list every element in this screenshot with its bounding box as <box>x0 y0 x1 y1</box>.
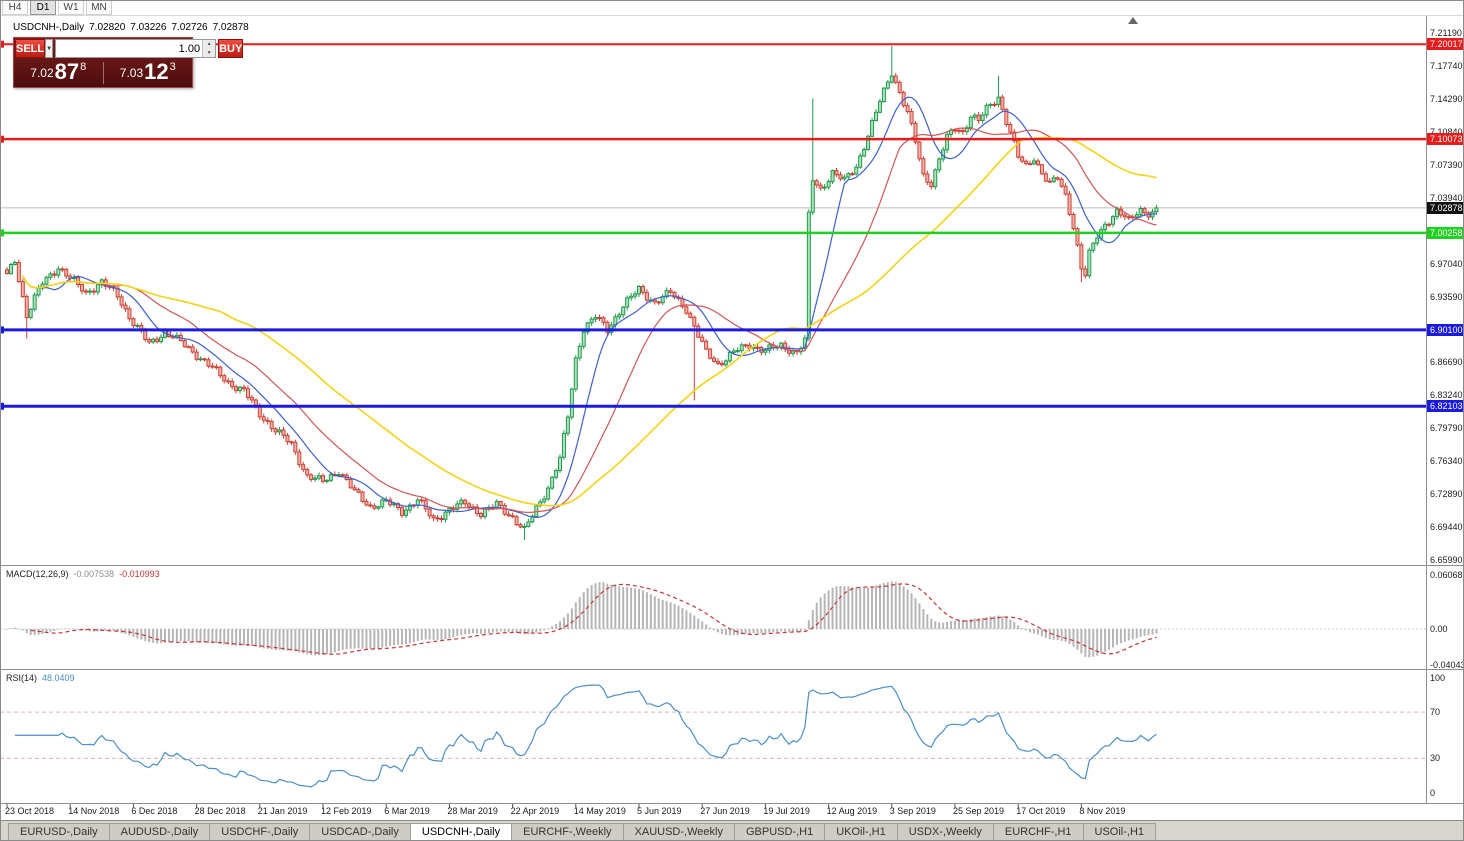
rsi-line <box>14 684 1157 788</box>
moving-average-55 <box>22 136 1157 507</box>
sell-button-label: SELL <box>16 42 45 55</box>
ask-prefix: 7.03 <box>119 66 144 80</box>
price-divider <box>102 62 104 84</box>
chart-tab-eurchf-h1[interactable]: EURCHF-,H1 <box>992 823 1084 841</box>
volume-down-button[interactable]: ▼ <box>203 48 216 57</box>
volume-input-wrap: ▲ ▼ <box>55 39 217 58</box>
resistance-line-1-edge-marker <box>0 40 4 48</box>
chart-tab-ukoil-h1[interactable]: UKOil-,H1 <box>824 823 898 841</box>
volume-dropdown-button[interactable]: ▼ <box>45 39 54 58</box>
bid-price: 7.02 87 8 <box>14 59 103 84</box>
timeframe-button-w1[interactable]: W1 <box>58 0 84 15</box>
chart-tab-xauusd-weekly[interactable]: XAUUSD-,Weekly <box>622 823 735 841</box>
chart-tab-eurusd-daily[interactable]: EURUSD-,Daily <box>8 823 110 841</box>
timeframe-button-mn[interactable]: MN <box>86 0 112 15</box>
chevron-down-icon: ▼ <box>46 45 53 52</box>
macd-signal-value: -0.010993 <box>119 569 160 579</box>
symbol-period-label: USDCNH-,Daily <box>13 22 85 33</box>
buy-button[interactable]: BUY <box>218 39 244 58</box>
timeframe-button-d1[interactable]: D1 <box>30 0 56 15</box>
chart-tab-audusd-daily[interactable]: AUDUSD-,Daily <box>108 823 211 841</box>
spin-down-icon: ▼ <box>206 49 212 56</box>
rsi-value: 48.0409 <box>42 673 75 683</box>
buy-button-label: BUY <box>219 42 243 55</box>
chart-tab-eurchf-weekly[interactable]: EURCHF-,Weekly <box>511 823 624 841</box>
macd-title: MACD(12,26,9) <box>6 569 69 579</box>
ask-price: 7.03 12 3 <box>104 59 193 84</box>
chart-tab-usdchf-daily[interactable]: USDCHF-,Daily <box>209 823 311 841</box>
chart-tab-usdcad-daily[interactable]: USDCAD-,Daily <box>309 823 411 841</box>
volume-up-button[interactable]: ▲ <box>203 40 216 49</box>
low-value: 7.02726 <box>171 22 208 33</box>
volume-input[interactable] <box>56 40 203 57</box>
macd-main-value: -0.007538 <box>73 569 115 579</box>
macd-indicator-label: MACD(12,26,9) -0.007538 -0.010993 <box>6 569 160 579</box>
moving-average-24 <box>22 127 1157 513</box>
moving-average-10 <box>22 96 1157 518</box>
chart-tab-usdcnh-daily[interactable]: USDCNH-,Daily <box>409 823 513 841</box>
timeframe-toolbar: H4 D1 W1 MN <box>0 0 1464 16</box>
bid-prefix: 7.02 <box>30 66 54 80</box>
candlestick-series <box>5 45 1159 541</box>
support-line-green-edge-marker <box>0 229 4 237</box>
support-line-blue-2-edge-marker <box>0 402 4 410</box>
spin-up-icon: ▲ <box>206 41 212 47</box>
macd-signal-line <box>30 583 1157 655</box>
one-click-trading-panel: SELL ▼ ▲ ▼ BUY 7.02 87 8 7.03 12 3 <box>13 37 244 88</box>
chart-tab-usoil-h1[interactable]: USOil-,H1 <box>1082 823 1157 841</box>
rsi-title: RSI(14) <box>6 673 38 683</box>
volume-spinner: ▲ ▼ <box>202 40 216 57</box>
sell-button[interactable]: SELL <box>15 39 46 58</box>
bid-main-digits: 87 <box>54 59 80 84</box>
bid-pip-digit: 8 <box>80 61 87 73</box>
macd-histogram <box>6 581 1158 658</box>
chart-tab-gbpusd-h1[interactable]: GBPUSD-,H1 <box>733 823 826 841</box>
chart-shift-marker-icon <box>1128 17 1138 24</box>
chart-tab-usdx-weekly[interactable]: USDX-,Weekly <box>896 823 994 841</box>
ask-pip-digit: 3 <box>169 61 176 73</box>
timeframe-button-h4[interactable]: H4 <box>2 0 28 15</box>
close-value: 7.02878 <box>212 22 249 33</box>
ask-main-digits: 12 <box>144 59 169 84</box>
rsi-indicator-label: RSI(14) 48.0409 <box>6 673 75 683</box>
open-value: 7.02820 <box>89 22 126 33</box>
chart-ohlc-header: USDCNH-,Daily 7.02820 7.03226 7.02726 7.0287… <box>13 22 254 33</box>
resistance-line-2-edge-marker <box>0 135 4 143</box>
support-line-blue-1-edge-marker <box>0 326 4 334</box>
chart-tabs-bar: EURUSD-,Daily AUDUSD-,Daily USDCHF-,Daily U… <box>0 820 1464 841</box>
high-value: 7.03226 <box>130 22 167 33</box>
